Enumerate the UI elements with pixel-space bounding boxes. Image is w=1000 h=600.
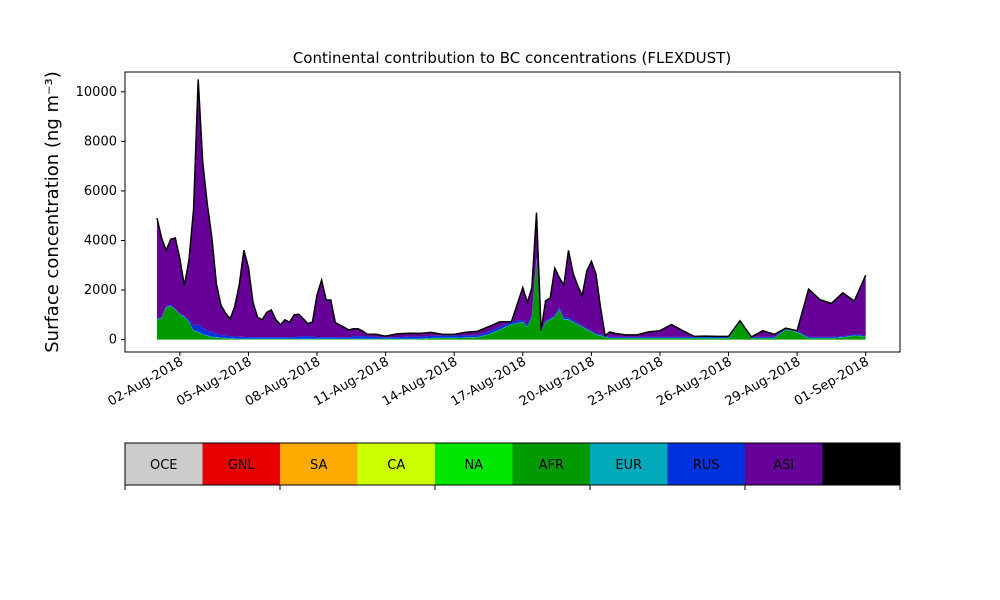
x-tick-label: 01-Sep-2018 <box>792 354 872 409</box>
legend-frame <box>124 442 901 486</box>
legend-label-oce: OCE <box>150 458 178 473</box>
legend-swatch-afr <box>512 443 591 485</box>
legend-label-eur: EUR <box>615 458 642 473</box>
plot-frame <box>124 71 901 353</box>
legend: OCE GNL SA CA NA AFR EUR RUS ASI AUS <box>124 442 901 490</box>
legend-swatch-na <box>435 443 513 485</box>
y-tick-label: 0 <box>109 333 117 348</box>
legend-label-aus: AUS <box>848 458 875 473</box>
stacked-areas <box>156 79 867 340</box>
y-tick-label: 4000 <box>84 233 117 248</box>
legend-label-gnl: GNL <box>228 458 256 473</box>
x-axis: 02-Aug-201805-Aug-201808-Aug-201811-Aug-… <box>106 352 872 410</box>
x-tick-label: 11-Aug-2018 <box>311 354 391 409</box>
x-tick-label: 08-Aug-2018 <box>243 354 323 409</box>
total-line <box>156 79 867 338</box>
legend-label-rus: RUS <box>693 458 720 473</box>
chart-title: Continental contribution to BC concentra… <box>293 49 731 67</box>
x-tick-label: 26-Aug-2018 <box>654 354 734 409</box>
x-tick-label: 17-Aug-2018 <box>448 354 528 409</box>
x-tick-label: 05-Aug-2018 <box>174 354 254 409</box>
y-tick-label: 6000 <box>84 184 117 199</box>
legend-label-afr: AFR <box>539 458 564 473</box>
y-tick-label: 8000 <box>84 134 117 149</box>
y-axis: 0 2000 4000 6000 8000 10000 <box>76 85 125 348</box>
legend-swatch-rus <box>667 443 746 485</box>
legend-swatch-eur <box>590 443 668 485</box>
legend-swatch-oce <box>125 443 203 485</box>
legend-label-asi: ASI <box>773 458 794 473</box>
legend-swatch-asi <box>745 443 823 485</box>
y-tick-label: 2000 <box>84 283 117 298</box>
x-tick-label: 23-Aug-2018 <box>586 354 666 409</box>
legend-swatch-sa <box>280 443 358 485</box>
y-tick-label: 10000 <box>76 85 117 100</box>
x-tick-label: 14-Aug-2018 <box>380 354 460 409</box>
legend-swatch-gnl <box>202 443 281 485</box>
legend-label-sa: SA <box>310 458 327 473</box>
legend-label-na: NA <box>464 458 483 473</box>
legend-label-ca: CA <box>387 458 405 473</box>
legend-swatch-aus <box>822 443 901 485</box>
y-axis-label: Surface concentration (ng m⁻³) <box>42 71 63 353</box>
x-tick-label: 20-Aug-2018 <box>517 354 597 409</box>
x-tick-label: 29-Aug-2018 <box>723 354 803 409</box>
legend-swatch-ca <box>357 443 436 485</box>
area-series-asi <box>157 79 866 338</box>
x-tick-label: 02-Aug-2018 <box>106 354 186 409</box>
area-series-aus <box>157 79 866 337</box>
